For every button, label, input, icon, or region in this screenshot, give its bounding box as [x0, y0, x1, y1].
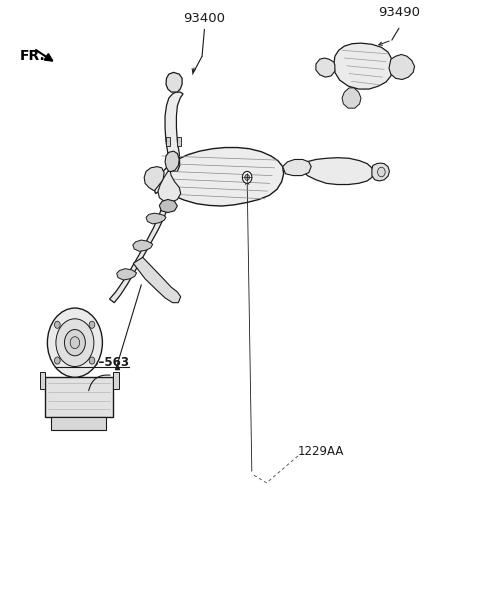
- Polygon shape: [165, 151, 179, 171]
- Polygon shape: [166, 73, 182, 92]
- Circle shape: [89, 321, 95, 329]
- Polygon shape: [155, 148, 284, 206]
- Circle shape: [55, 321, 60, 329]
- Polygon shape: [316, 58, 335, 77]
- Polygon shape: [283, 160, 311, 175]
- Polygon shape: [158, 171, 180, 203]
- Circle shape: [56, 319, 94, 367]
- Text: FR.: FR.: [19, 49, 45, 64]
- Polygon shape: [159, 200, 178, 212]
- Polygon shape: [53, 321, 96, 365]
- Polygon shape: [342, 88, 361, 108]
- Text: 93400: 93400: [183, 11, 226, 25]
- Bar: [46, 377, 113, 417]
- Text: 1229AA: 1229AA: [298, 445, 344, 459]
- Bar: [51, 417, 106, 430]
- Polygon shape: [117, 269, 137, 280]
- Polygon shape: [167, 137, 170, 146]
- Bar: [40, 372, 46, 388]
- Polygon shape: [144, 166, 164, 191]
- Circle shape: [48, 308, 102, 378]
- Polygon shape: [372, 163, 389, 181]
- Bar: [113, 372, 119, 388]
- Circle shape: [89, 357, 95, 364]
- Polygon shape: [165, 92, 183, 171]
- Polygon shape: [178, 137, 180, 146]
- Circle shape: [245, 174, 250, 180]
- Circle shape: [378, 167, 385, 177]
- Circle shape: [242, 171, 252, 183]
- Circle shape: [55, 357, 60, 364]
- Polygon shape: [146, 213, 166, 224]
- Text: 93490: 93490: [378, 5, 420, 19]
- Text: REF.56–563: REF.56–563: [55, 356, 130, 369]
- Polygon shape: [303, 158, 374, 185]
- Polygon shape: [109, 204, 168, 302]
- Polygon shape: [133, 240, 153, 251]
- Circle shape: [70, 337, 80, 348]
- Polygon shape: [334, 43, 393, 89]
- FancyArrowPatch shape: [89, 375, 110, 391]
- Circle shape: [64, 330, 85, 356]
- Polygon shape: [133, 257, 180, 302]
- Polygon shape: [389, 54, 415, 79]
